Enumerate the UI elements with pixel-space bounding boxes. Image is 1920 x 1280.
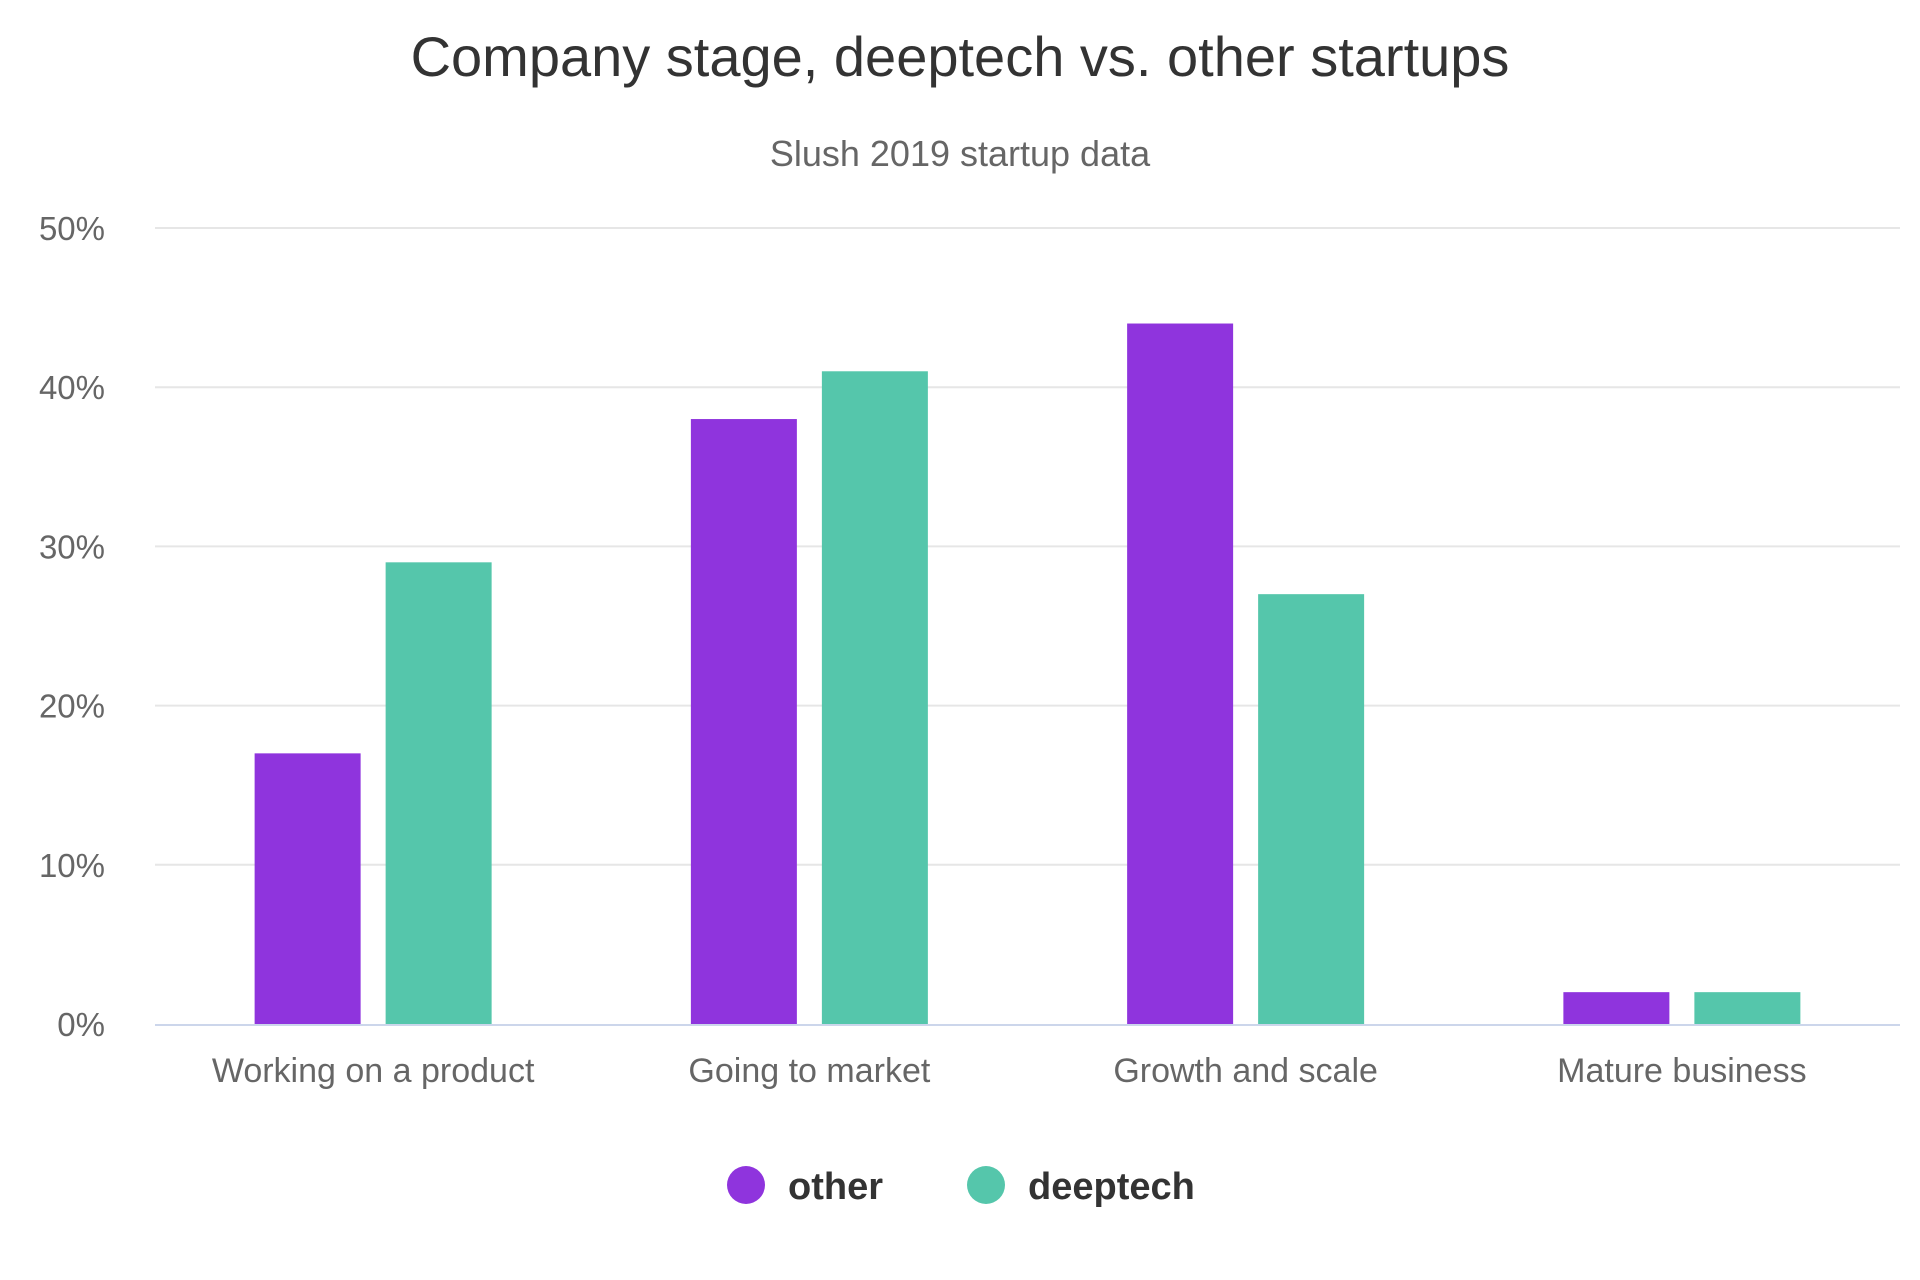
bar-other[interactable] xyxy=(1127,323,1234,1024)
y-tick-label: 50% xyxy=(39,210,105,247)
bar-other[interactable] xyxy=(1563,992,1670,1024)
x-tick-label: Growth and scale xyxy=(1113,1052,1378,1090)
legend[interactable]: other deeptech xyxy=(727,1166,1195,1208)
chart-subtitle: Slush 2019 startup data xyxy=(770,133,1151,174)
x-tick-label: Going to market xyxy=(688,1052,930,1090)
legend-item-other[interactable]: other xyxy=(727,1166,883,1208)
bar-other[interactable] xyxy=(690,419,797,1024)
x-tick-label: Mature business xyxy=(1557,1052,1806,1090)
x-tick-label: Working on a product xyxy=(212,1052,535,1090)
bar-deeptech[interactable] xyxy=(1694,992,1801,1024)
y-tick-label: 20% xyxy=(39,688,105,725)
legend-marker-other xyxy=(727,1166,765,1204)
bars[interactable] xyxy=(254,323,1801,1024)
y-tick-label: 40% xyxy=(39,369,105,406)
legend-item-deeptech[interactable]: deeptech xyxy=(967,1166,1195,1208)
y-tick-label: 0% xyxy=(57,1006,105,1043)
bar-deeptech[interactable] xyxy=(821,371,928,1024)
bar-deeptech[interactable] xyxy=(1258,594,1365,1024)
bar-other[interactable] xyxy=(254,753,361,1024)
y-tick-label: 30% xyxy=(39,528,105,565)
chart-title: Company stage, deeptech vs. other startu… xyxy=(411,25,1510,88)
y-tick-label: 10% xyxy=(39,847,105,884)
legend-marker-deeptech xyxy=(967,1166,1005,1204)
legend-label-deeptech: deeptech xyxy=(1028,1166,1195,1208)
x-axis-ticks: Working on a product Going to market Growt… xyxy=(212,1052,1807,1090)
bar-deeptech[interactable] xyxy=(385,562,492,1024)
legend-label-other: other xyxy=(788,1166,883,1208)
y-axis-ticks: 0% 10% 20% 30% 40% 50% xyxy=(39,210,105,1043)
